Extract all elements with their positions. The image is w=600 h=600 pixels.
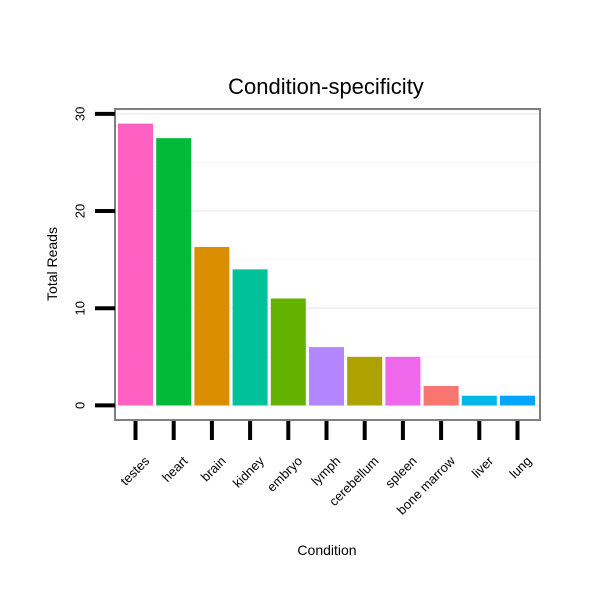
bar-brain <box>194 247 230 406</box>
x-tick-label: kidney <box>230 453 268 491</box>
bar-spleen <box>385 356 421 406</box>
y-tick-label: 10 <box>73 301 88 315</box>
x-tick-label: testes <box>117 453 152 488</box>
y-tick-label: 30 <box>73 107 88 121</box>
y-axis: 0 10 20 30 <box>73 107 115 409</box>
bar-cerebellum <box>347 356 383 406</box>
bar-bone-marrow <box>423 385 459 406</box>
bar-liver <box>461 395 497 406</box>
bar-lymph <box>309 347 344 406</box>
y-tick-label: 20 <box>73 204 88 218</box>
x-tick-label: embryo <box>264 453 305 494</box>
x-tick-label: brain <box>198 453 229 484</box>
y-axis-title: Total Reads <box>44 227 60 301</box>
x-tick-label: liver <box>469 453 497 481</box>
bar-lung <box>500 395 535 406</box>
bars <box>118 123 535 406</box>
bar-kidney <box>232 269 268 406</box>
y-tick-label: 0 <box>73 402 88 409</box>
bar-heart <box>156 138 192 406</box>
bar-embryo <box>270 298 306 406</box>
x-axis-title: Condition <box>297 542 356 558</box>
bar-testes <box>118 123 153 406</box>
x-tick-label: heart <box>159 453 191 485</box>
chart-title: Condition-specificity <box>228 74 424 99</box>
x-tick-label: lymph <box>308 453 343 488</box>
x-tick-label: lung <box>506 453 534 481</box>
